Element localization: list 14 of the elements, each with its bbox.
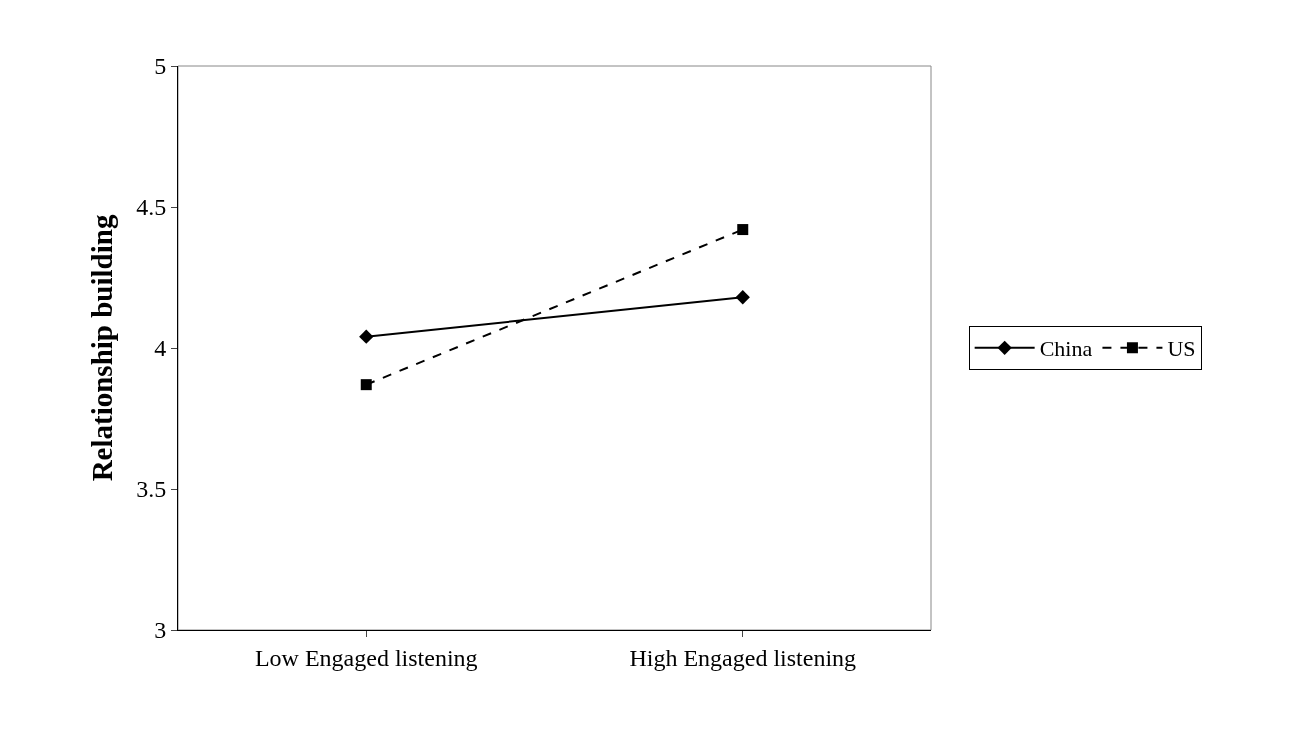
y-tick-label: 3 (154, 617, 167, 644)
point (737, 224, 749, 236)
legend-label: China (1039, 336, 1093, 362)
point (359, 329, 374, 344)
y-tick-label: 5 (154, 53, 167, 80)
legend-label: US (1167, 336, 1196, 362)
point (735, 290, 750, 305)
x-tick-label: Low Engaged listening (254, 644, 478, 671)
x-tick-label: High Engaged listening (629, 644, 857, 671)
y-tick-label: 4 (154, 335, 167, 362)
y-axis-title: Relationship building (85, 214, 118, 482)
y-tick-label: 3.5 (136, 476, 167, 503)
y-tick-label: 4.5 (136, 194, 167, 221)
point (360, 379, 372, 391)
